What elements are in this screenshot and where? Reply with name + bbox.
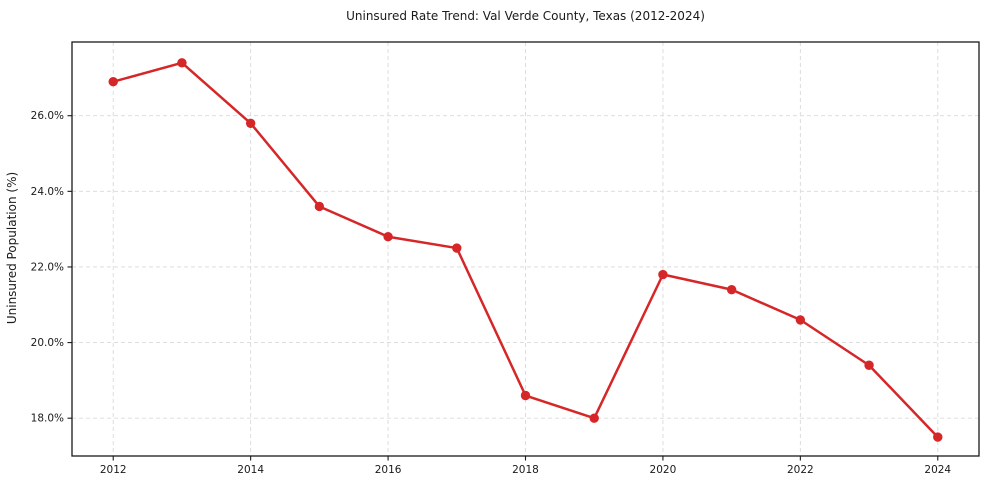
y-tick-label: 20.0% xyxy=(31,337,64,349)
y-tick-label: 24.0% xyxy=(31,186,64,198)
data-point-marker xyxy=(245,118,256,128)
x-tick-label: 2012 xyxy=(100,464,127,476)
data-point-marker xyxy=(726,284,737,295)
data-point-marker xyxy=(658,269,668,280)
chart-title: Uninsured Rate Trend: Val Verde County, … xyxy=(346,9,705,23)
x-tick-label: 2014 xyxy=(237,464,264,476)
data-point-marker xyxy=(589,413,599,423)
data-point-marker xyxy=(383,232,393,242)
x-tick-label: 2016 xyxy=(375,464,402,476)
data-point-marker xyxy=(795,315,806,325)
x-tick-label: 2024 xyxy=(924,464,951,476)
data-point-marker xyxy=(520,390,531,401)
x-tick-label: 2018 xyxy=(512,464,539,476)
data-point-marker xyxy=(108,76,118,87)
y-tick-label: 18.0% xyxy=(31,413,64,425)
y-axis-label: Uninsured Population (%) xyxy=(5,171,19,325)
data-point-marker xyxy=(933,432,943,442)
data-point-marker xyxy=(177,58,187,68)
x-tick-label: 2022 xyxy=(787,464,814,476)
data-point-marker xyxy=(864,360,874,370)
y-tick-label: 26.0% xyxy=(31,110,64,122)
x-tick-label: 2020 xyxy=(650,464,677,476)
data-point-marker xyxy=(314,201,325,212)
y-tick-label: 22.0% xyxy=(31,261,64,273)
data-point-marker xyxy=(452,243,462,253)
